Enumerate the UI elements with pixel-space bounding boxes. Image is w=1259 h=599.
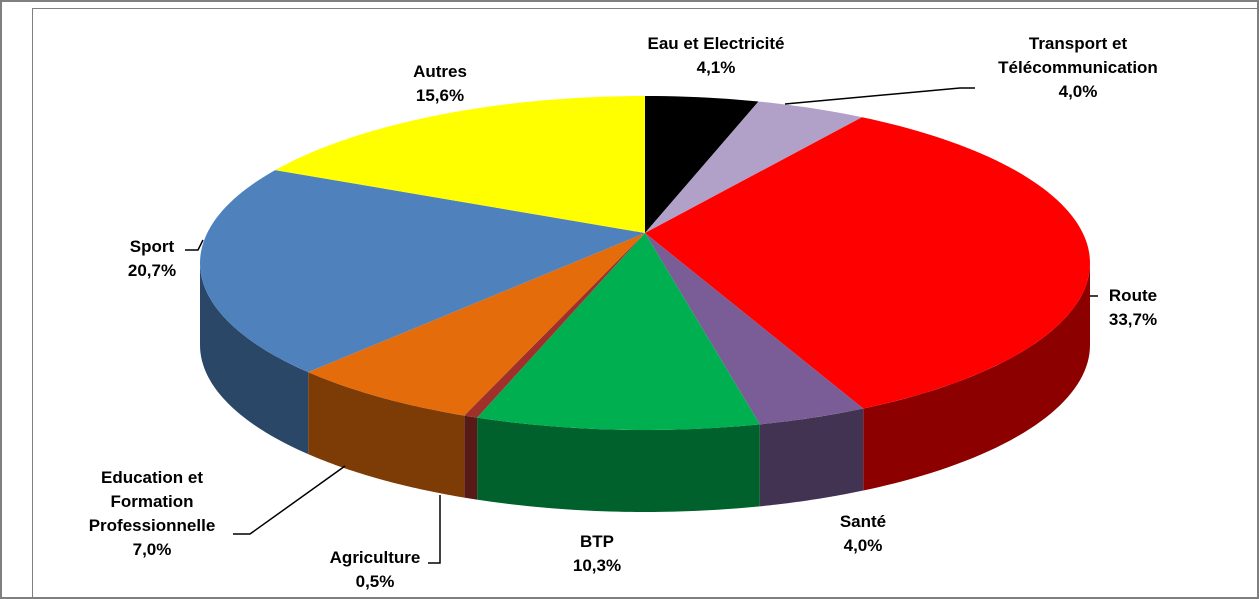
slice-side	[863, 263, 1090, 491]
label-value: 0,5%	[355, 572, 395, 591]
data-label: Agriculture 0,5%	[305, 546, 445, 594]
label-value: 20,7%	[127, 261, 177, 280]
data-label: Education et Formation Professionnelle 7,…	[62, 466, 242, 562]
slice-side	[200, 263, 309, 455]
leader-line	[428, 495, 441, 564]
label-value: 7,0%	[132, 540, 172, 559]
slice	[200, 170, 645, 373]
label-name: Route	[1108, 286, 1158, 305]
slice	[477, 233, 760, 430]
slice-side	[464, 415, 478, 500]
data-label: Santé 4,0%	[803, 510, 923, 558]
slice-side	[759, 408, 864, 507]
slice-side	[308, 372, 465, 498]
label-name: Education et Formation Professionnelle	[88, 468, 216, 535]
slice	[645, 117, 1090, 409]
data-label: BTP 10,3%	[537, 530, 657, 578]
label-name: Eau et Electricité	[647, 34, 785, 53]
label-value: 4,0%	[843, 536, 883, 555]
slice	[464, 233, 645, 418]
slice	[275, 96, 645, 233]
label-name: Agriculture	[329, 548, 421, 567]
label-value: 10,3%	[572, 556, 622, 575]
slice	[308, 233, 645, 416]
data-label: Sport 20,7%	[92, 235, 212, 283]
label-value: 33,7%	[1108, 310, 1158, 329]
slice-side	[477, 417, 760, 512]
label-name: Santé	[839, 512, 887, 531]
label-value: 4,0%	[1058, 82, 1098, 101]
data-label: Transport et Télécommunication 4,0%	[958, 32, 1198, 104]
label-name: Sport	[129, 237, 175, 256]
data-label: Route 33,7%	[1073, 284, 1193, 332]
data-label: Eau et Electricité 4,1%	[616, 32, 816, 80]
slice	[645, 101, 863, 233]
data-label: Autres 15,6%	[380, 60, 500, 108]
plot-frame	[32, 8, 1259, 599]
label-value: 4,1%	[696, 58, 736, 77]
leader-line	[784, 87, 975, 105]
label-value: 15,6%	[415, 86, 465, 105]
label-name: Transport et Télécommunication	[998, 34, 1158, 77]
leader-lines	[185, 87, 1098, 564]
leader-line	[233, 465, 346, 535]
leader-line	[185, 239, 204, 251]
label-name: Autres	[413, 62, 467, 81]
slice	[645, 233, 864, 425]
label-name: BTP	[580, 532, 614, 551]
slice	[645, 96, 759, 233]
